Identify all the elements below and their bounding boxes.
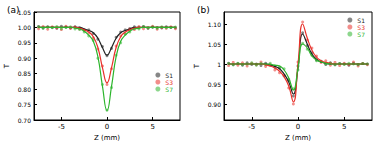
svg-text:0.90: 0.90 <box>208 101 222 108</box>
svg-text:0.80: 0.80 <box>18 86 32 93</box>
svg-text:Z (mm): Z (mm) <box>285 134 311 142</box>
svg-text:-5: -5 <box>248 123 255 131</box>
svg-text:0.95: 0.95 <box>18 39 32 46</box>
svg-text:Z (mm): Z (mm) <box>94 134 120 142</box>
svg-text:T: T <box>193 63 201 69</box>
svg-text:(a): (a) <box>7 5 20 15</box>
svg-text:S3: S3 <box>165 79 173 86</box>
svg-text:0.90: 0.90 <box>18 55 32 62</box>
svg-text:0.75: 0.75 <box>18 101 32 108</box>
svg-text:-5: -5 <box>58 123 65 131</box>
svg-text:1.10: 1.10 <box>208 21 222 28</box>
svg-text:1.05: 1.05 <box>208 41 222 48</box>
svg-text:0: 0 <box>105 123 109 131</box>
svg-text:S1: S1 <box>165 72 173 79</box>
svg-text:5: 5 <box>150 123 154 131</box>
svg-text:0.85: 0.85 <box>18 70 32 77</box>
svg-text:0: 0 <box>296 123 300 131</box>
svg-text:(b): (b) <box>197 5 210 15</box>
svg-text:S3: S3 <box>357 24 365 31</box>
svg-text:1: 1 <box>217 61 221 68</box>
svg-text:1.05: 1.05 <box>18 9 32 16</box>
svg-text:S7: S7 <box>357 31 365 38</box>
svg-text:1.00: 1.00 <box>18 24 32 31</box>
svg-text:S7: S7 <box>165 86 173 93</box>
svg-text:0.95: 0.95 <box>208 81 222 88</box>
svg-text:5: 5 <box>342 123 346 131</box>
svg-text:S1: S1 <box>357 17 365 24</box>
svg-text:T: T <box>3 63 11 69</box>
svg-text:0.70: 0.70 <box>18 117 32 124</box>
